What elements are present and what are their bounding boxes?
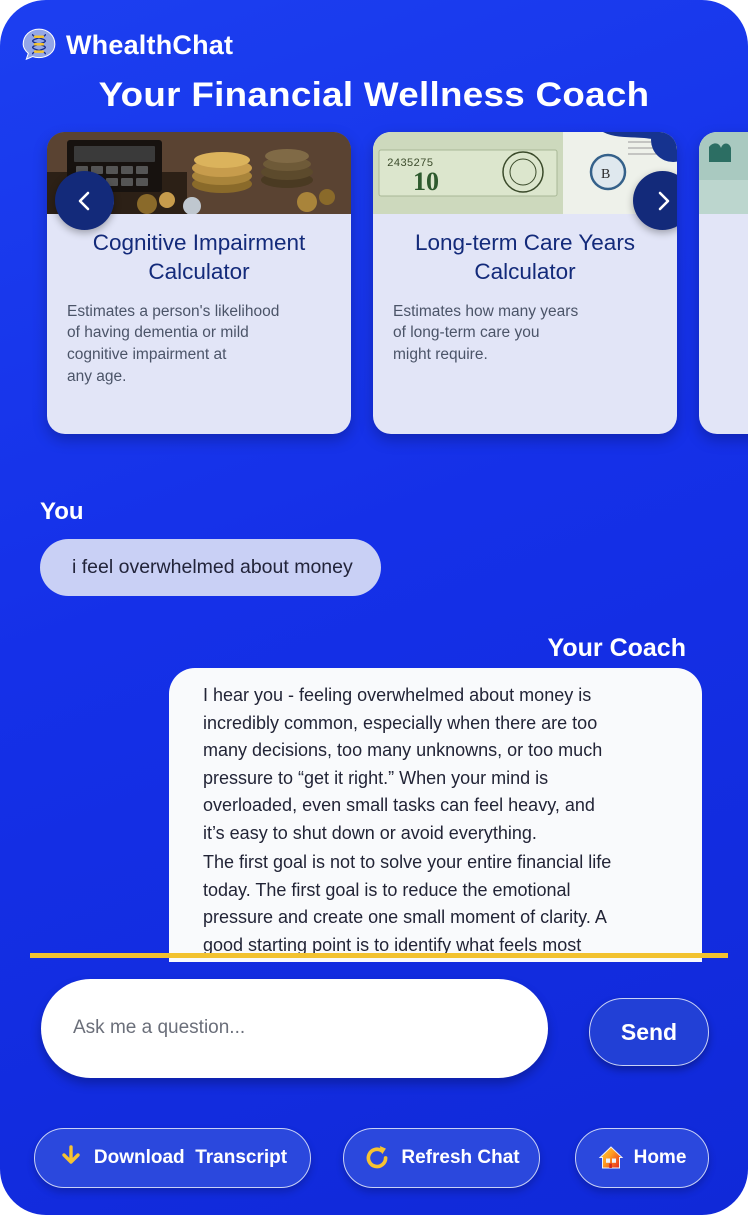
svg-text:B: B: [601, 167, 610, 182]
svg-text:10: 10: [413, 167, 439, 196]
